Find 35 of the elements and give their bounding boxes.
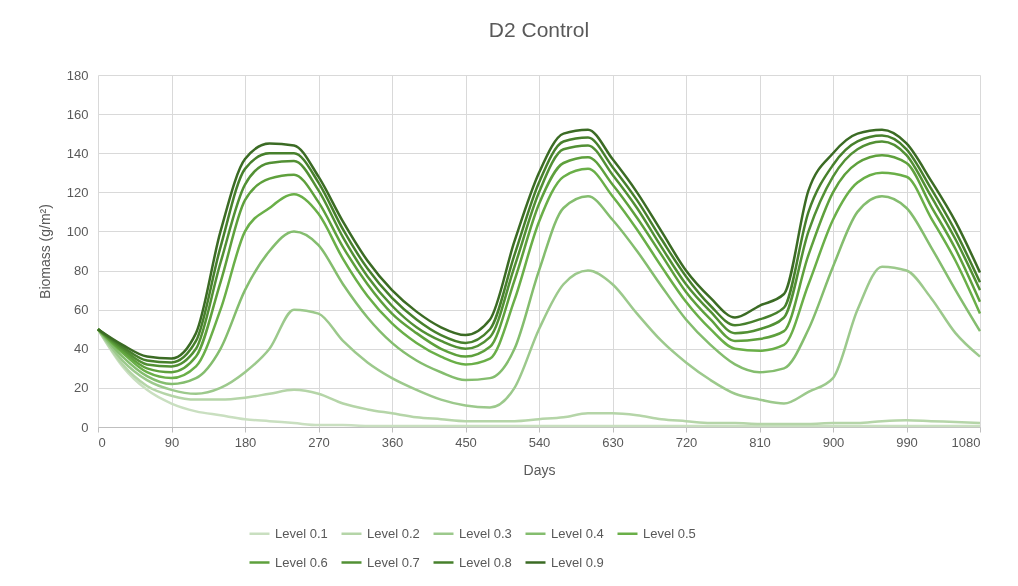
legend-label: Level 0.7 (367, 554, 420, 570)
legend-label: Level 0.6 (275, 554, 328, 570)
x-tick-label: 90 (164, 434, 180, 450)
y-tick-label: 0 (81, 419, 89, 435)
x-tick-label: 1080 (951, 434, 981, 450)
x-tick-label: 810 (749, 434, 771, 450)
y-tick-label: 80 (74, 263, 89, 279)
x-tick-label: 900 (822, 434, 845, 450)
x-tick-label: 0 (98, 434, 106, 450)
chart-title: D2 Control (488, 18, 590, 41)
y-axis-title: Biomass (g/m²) (36, 204, 53, 299)
x-tick-label: 720 (675, 434, 698, 450)
x-tick-label: 450 (455, 434, 477, 450)
y-tick-label: 120 (66, 184, 89, 200)
x-tick-label: 180 (234, 434, 257, 450)
legend-label: Level 0.8 (459, 554, 512, 570)
x-axis-title: Days (523, 461, 556, 478)
x-tick-label: 360 (381, 434, 404, 450)
y-tick-label: 20 (74, 380, 89, 396)
legend-label: Level 0.3 (459, 525, 512, 541)
x-tick-label: 990 (896, 434, 918, 450)
y-tick-label: 40 (74, 341, 89, 357)
legend-label: Level 0.2 (367, 525, 420, 541)
legend-label: Level 0.9 (551, 554, 604, 570)
x-tick-label: 270 (308, 434, 330, 450)
y-tick-label: 140 (66, 145, 89, 161)
x-tick-label: 630 (602, 434, 624, 450)
y-tick-label: 160 (66, 106, 89, 122)
x-tick-label: 540 (528, 434, 551, 450)
legend-label: Level 0.1 (275, 525, 328, 541)
y-tick-label: 60 (74, 302, 89, 318)
y-tick-label: 180 (66, 67, 89, 83)
y-tick-label: 100 (66, 223, 89, 239)
legend-label: Level 0.5 (643, 525, 696, 541)
legend-label: Level 0.4 (551, 525, 604, 541)
